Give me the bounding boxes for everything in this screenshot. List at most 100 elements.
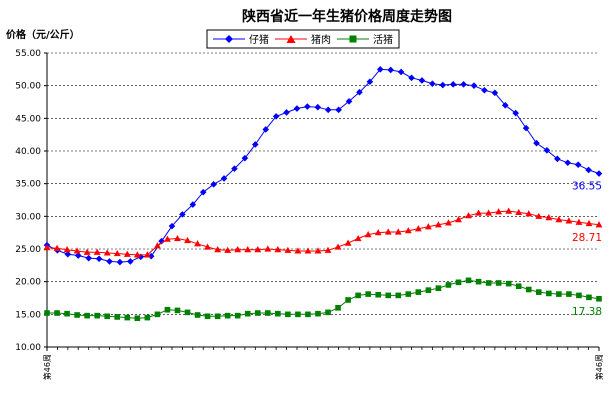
data-point — [424, 223, 432, 230]
data-point — [505, 207, 513, 214]
data-point — [184, 236, 191, 244]
data-point — [375, 291, 381, 298]
data-point — [254, 310, 261, 316]
data-point — [168, 222, 176, 230]
data-point — [305, 311, 311, 318]
plot-area: 36.55 28.71 17.38 — [43, 66, 603, 322]
data-point — [449, 81, 457, 88]
x-tick-label-last: 第46周 — [594, 354, 604, 380]
data-point — [204, 243, 211, 250]
data-point — [525, 210, 533, 217]
diamond-marker-icon — [225, 35, 233, 43]
data-point — [364, 231, 372, 238]
data-point — [241, 154, 249, 162]
data-point — [147, 252, 155, 260]
data-point — [64, 310, 70, 317]
data-point — [515, 208, 523, 216]
data-point — [64, 250, 72, 258]
data-point — [63, 246, 71, 253]
grid-lines — [47, 52, 599, 315]
data-point — [84, 312, 90, 319]
data-point — [144, 314, 151, 321]
data-point — [543, 147, 551, 154]
data-point — [295, 311, 301, 318]
data-point — [294, 247, 302, 254]
data-point — [554, 155, 561, 163]
data-point — [545, 214, 553, 221]
data-point — [495, 208, 503, 215]
data-point — [354, 234, 362, 242]
data-point — [204, 313, 211, 320]
data-point — [93, 248, 101, 255]
data-point — [184, 309, 191, 316]
data-point — [455, 279, 462, 286]
data-point — [595, 170, 603, 177]
y-tick-label: 50.00 — [15, 82, 41, 92]
data-point — [285, 311, 291, 318]
data-point — [194, 240, 201, 247]
data-point — [83, 248, 91, 255]
data-point — [501, 101, 509, 109]
data-point — [394, 228, 402, 235]
data-point — [429, 80, 436, 88]
data-point — [304, 103, 311, 110]
data-point — [189, 201, 197, 208]
legend: 仔猪 猪肉 活猪 — [206, 29, 400, 49]
chart-title: 陕西省近一年生猪价格周度走势图 — [242, 8, 452, 25]
data-point — [565, 217, 573, 224]
series-end-value-label: 36.55 — [572, 181, 602, 193]
data-point — [356, 88, 363, 96]
data-point — [179, 211, 186, 218]
data-point — [114, 314, 121, 320]
data-point — [74, 252, 82, 259]
y-tick-label: 20.00 — [15, 278, 41, 288]
data-point — [345, 98, 353, 105]
data-point — [274, 246, 282, 253]
data-point — [106, 258, 113, 265]
data-point — [564, 159, 572, 167]
data-point — [395, 292, 402, 299]
data-point — [234, 246, 242, 253]
y-tick-label: 40.00 — [15, 147, 41, 157]
data-point — [465, 277, 472, 284]
data-point — [158, 237, 165, 245]
data-point — [376, 66, 384, 73]
data-point — [596, 295, 602, 302]
data-point — [485, 280, 492, 286]
data-point — [252, 141, 259, 148]
data-point — [324, 106, 332, 114]
data-point — [315, 310, 321, 317]
y-tick-label: 55.00 — [15, 49, 41, 59]
data-point — [355, 292, 361, 299]
data-point — [210, 181, 217, 188]
data-point — [585, 166, 592, 174]
data-point — [325, 309, 331, 316]
data-point — [585, 219, 593, 227]
data-point — [495, 280, 502, 286]
data-point — [154, 311, 161, 318]
data-point — [435, 221, 442, 228]
data-point — [535, 212, 543, 219]
y-axis-unit-label: 价格（元/公斤） — [6, 28, 80, 41]
data-point — [397, 68, 405, 76]
data-point — [275, 310, 281, 317]
legend-label-live-hog: 活猪 — [373, 34, 393, 46]
data-point — [103, 249, 111, 256]
data-point — [224, 246, 232, 253]
data-point — [265, 310, 271, 316]
data-point — [481, 86, 488, 94]
data-point — [44, 310, 50, 316]
data-point — [485, 209, 492, 216]
legend-item-live-hog: 活猪 — [337, 34, 393, 46]
data-point — [384, 228, 392, 235]
data-point — [334, 243, 342, 250]
legend-label-pork: 猪肉 — [311, 33, 331, 46]
legend-label-piglet: 仔猪 — [249, 34, 269, 46]
data-point — [576, 292, 582, 299]
series-line — [46, 68, 600, 263]
data-point — [224, 312, 231, 319]
x-axis: 第46周 第46周 — [42, 346, 604, 380]
data-point — [535, 289, 542, 295]
data-point — [575, 218, 583, 225]
data-point — [324, 246, 332, 253]
